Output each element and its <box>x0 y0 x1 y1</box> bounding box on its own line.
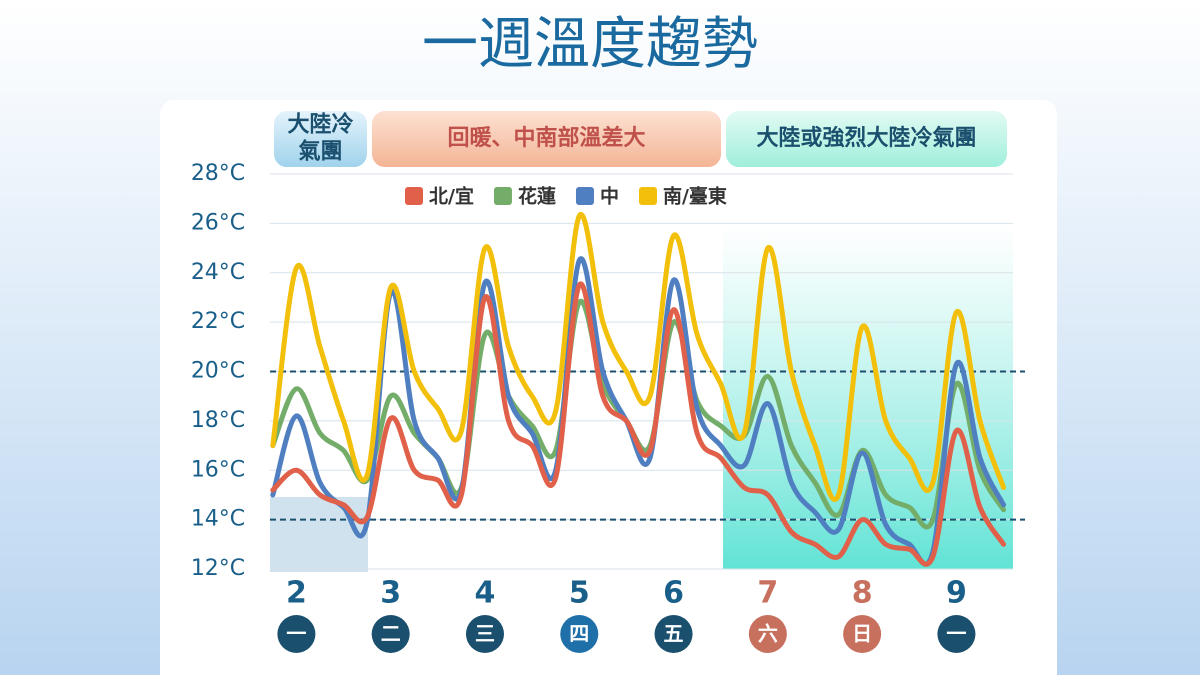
y-tick-label: 16°C <box>191 457 245 482</box>
y-tick-label: 22°C <box>191 309 245 334</box>
banner-text: 回暖、中南部溫差大 <box>447 125 645 151</box>
y-tick-label: 24°C <box>191 260 245 285</box>
y-tick-label: 28°C <box>191 161 245 186</box>
y-tick-label: 14°C <box>191 507 245 532</box>
series-line <box>270 211 1007 502</box>
y-tick-label: 26°C <box>191 210 245 235</box>
legend-swatch <box>638 187 657 205</box>
banner-text: 大陸或強烈大陸冷氣團 <box>756 125 976 151</box>
y-tick-label: 20°C <box>191 359 245 384</box>
series-line <box>270 281 1007 567</box>
legend-swatch <box>575 187 594 205</box>
x-tick-label: 3 <box>380 576 401 611</box>
weekday-label: 二 <box>381 622 401 646</box>
banner <box>724 109 1009 169</box>
x-tick-label: 7 <box>757 576 778 611</box>
weekday-label: 五 <box>664 622 684 646</box>
weekday-circle <box>277 615 316 653</box>
banner <box>272 109 369 169</box>
weekday-label: 三 <box>475 622 495 646</box>
x-tick-label: 5 <box>569 576 590 611</box>
weekday-circle <box>465 615 504 653</box>
weekday-label: 六 <box>758 622 778 646</box>
weekday-circle <box>371 615 410 653</box>
weekday-circle <box>748 615 787 653</box>
banner <box>370 109 723 169</box>
weekday-circle <box>843 615 882 653</box>
legend-swatch <box>493 187 512 205</box>
weekday-label: 日 <box>852 622 872 646</box>
y-tick-label: 12°C <box>191 556 245 581</box>
banner-text: 氣團 <box>298 139 342 165</box>
cold-period <box>270 497 368 572</box>
weekday-circle <box>937 615 976 653</box>
weekday-circle <box>560 615 599 653</box>
weekday-circle <box>654 615 693 653</box>
legend-label: 北/宜 <box>429 185 474 208</box>
x-tick-label: 6 <box>663 576 684 611</box>
x-tick-label: 4 <box>475 576 496 611</box>
x-tick-label: 2 <box>286 576 307 611</box>
weekday-label: 一 <box>286 622 306 646</box>
x-tick-label: 8 <box>852 576 873 611</box>
y-tick-label: 18°C <box>191 408 245 433</box>
weekday-label: 四 <box>569 622 589 646</box>
weekday-label: 一 <box>946 622 966 646</box>
banner-text: 大陸冷 <box>287 112 353 138</box>
legend-label: 花蓮 <box>518 185 556 208</box>
legend-label: 南/臺東 <box>663 185 727 208</box>
legend-label: 中 <box>600 185 619 208</box>
x-tick-label: 9 <box>946 576 967 611</box>
chart-title: 一週溫度趨勢 <box>422 12 758 77</box>
legend-swatch <box>405 187 423 205</box>
